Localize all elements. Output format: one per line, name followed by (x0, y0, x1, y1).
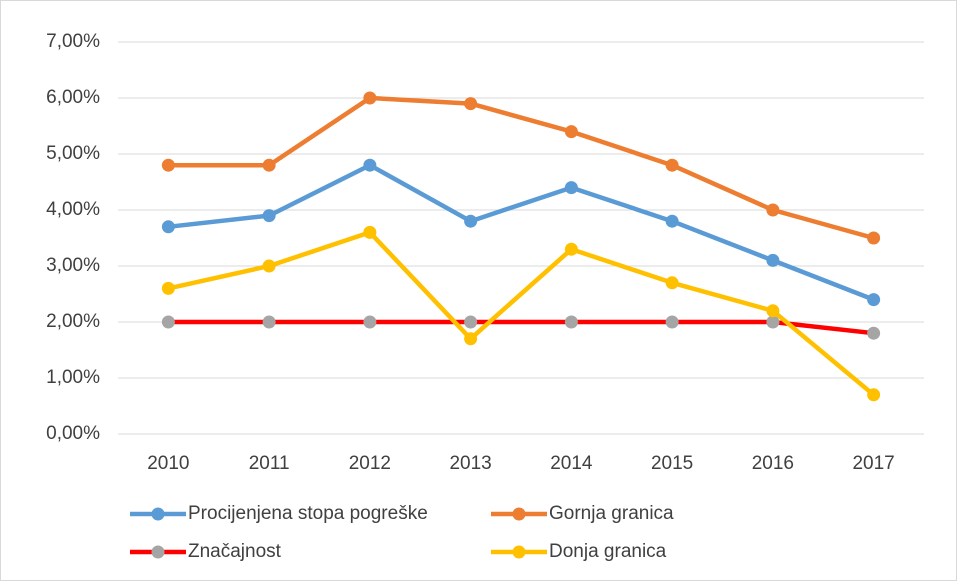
point (867, 293, 881, 307)
y-tick-label: 0,00% (46, 423, 100, 444)
x-tick-label: 2016 (752, 453, 794, 474)
point (464, 214, 478, 228)
point (161, 281, 175, 295)
point (262, 259, 276, 273)
point (867, 388, 881, 402)
point (564, 125, 578, 139)
y-tick-label: 1,00% (46, 367, 100, 388)
point (665, 276, 679, 290)
point (363, 91, 377, 105)
y-tick-label: 2,00% (46, 311, 100, 332)
legend-label: Procijenjena stopa pogreške (188, 503, 428, 524)
x-tick-label: 2011 (249, 453, 290, 474)
point (363, 315, 377, 329)
point (564, 181, 578, 195)
point (161, 158, 175, 172)
series-line (168, 95, 875, 241)
x-tick-label: 2014 (550, 453, 593, 474)
legend-label: Značajnost (188, 541, 282, 562)
point (262, 158, 276, 172)
y-tick-label: 7,00% (46, 31, 100, 52)
point (766, 304, 780, 318)
legend-label: Donja granica (549, 541, 667, 562)
legend-marker (151, 545, 165, 559)
point (564, 315, 578, 329)
point (464, 332, 478, 346)
series-line (167, 230, 876, 397)
point (665, 214, 679, 228)
point (262, 315, 276, 329)
x-tick-label: 2010 (147, 453, 189, 474)
point (766, 203, 780, 217)
legend-marker (512, 507, 526, 521)
y-tick-label: 3,00% (46, 255, 100, 276)
point (161, 315, 175, 329)
y-tick-label: 4,00% (46, 199, 100, 220)
point (161, 220, 175, 234)
point (363, 225, 377, 239)
point (766, 253, 780, 267)
x-tick-label: 2017 (852, 453, 894, 474)
point (867, 326, 881, 340)
point (262, 209, 276, 223)
point (564, 242, 578, 256)
legend-label: Gornja granica (549, 503, 674, 524)
point (665, 315, 679, 329)
x-tick-label: 2013 (449, 453, 491, 474)
legend-marker (512, 545, 526, 559)
point (464, 315, 478, 329)
series-line (168, 162, 875, 302)
point (464, 97, 478, 111)
x-tick-label: 2012 (349, 453, 391, 474)
y-tick-label: 6,00% (46, 87, 100, 108)
point (766, 315, 780, 329)
point (665, 158, 679, 172)
point (867, 231, 881, 245)
x-tick-label: 2015 (651, 453, 693, 474)
legend-marker (151, 507, 165, 521)
y-tick-label: 5,00% (46, 143, 100, 164)
point (363, 158, 377, 172)
series-line (168, 319, 874, 336)
